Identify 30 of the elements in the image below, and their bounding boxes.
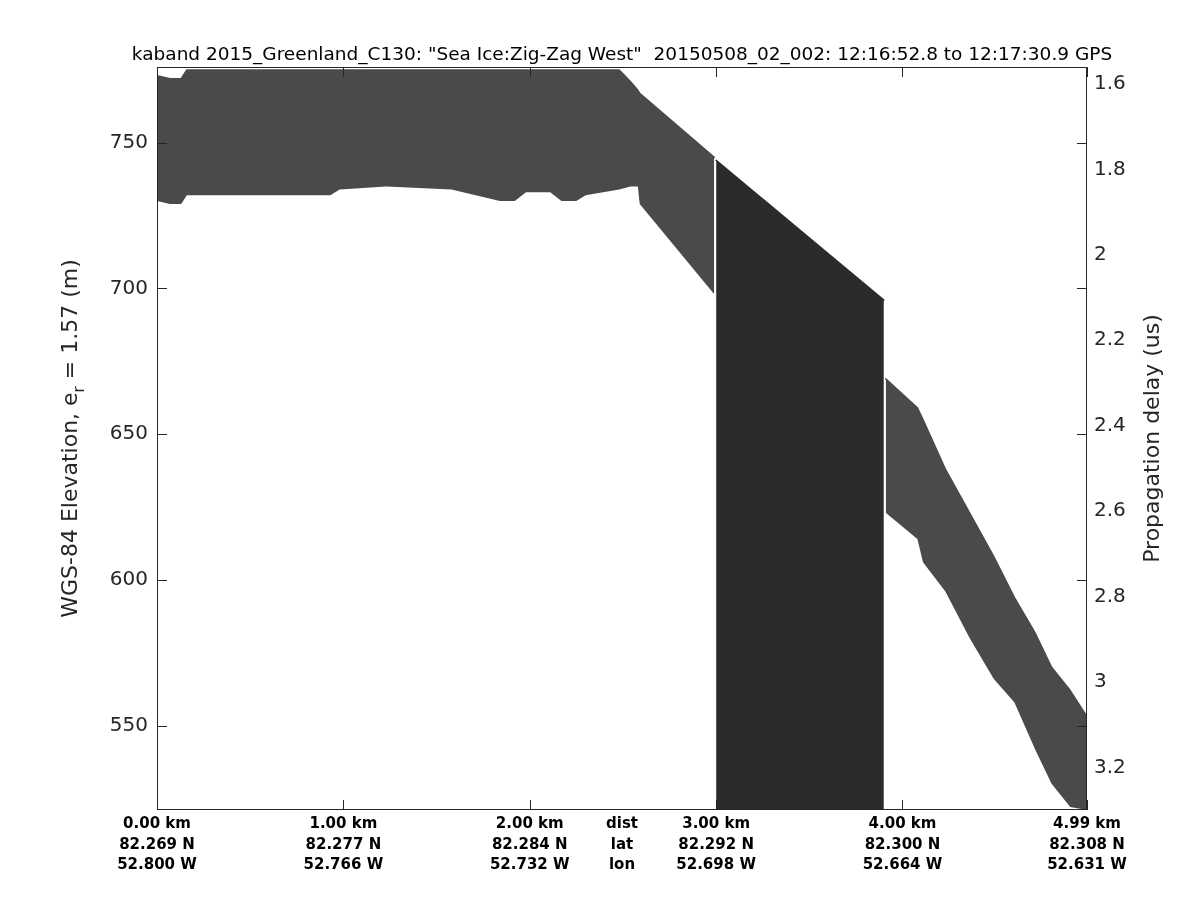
x-tick-label: 4.99 km bbox=[1053, 814, 1121, 833]
y2-tick-label: 3 bbox=[1094, 668, 1107, 693]
y2-tick-label: 3.2 bbox=[1094, 753, 1126, 778]
text: 82.284 N 52.732 W bbox=[489, 834, 571, 874]
y2-tick-label: 1.6 bbox=[1094, 70, 1126, 95]
x-tick-label: 2.00 km bbox=[495, 814, 564, 833]
y-tick-label: 550 bbox=[109, 711, 148, 736]
x-tick-label: 4.00 km bbox=[868, 814, 937, 833]
y2-tick-label: 2.6 bbox=[1094, 497, 1126, 522]
y-tick-label: 650 bbox=[109, 420, 148, 445]
text: 82.292 N 52.698 W bbox=[676, 834, 757, 874]
y-tick-label: 700 bbox=[109, 274, 148, 299]
y2-axis-title: Propagation delay (us) bbox=[1138, 314, 1164, 563]
text: 82.308 N 52.631 W bbox=[1047, 834, 1128, 874]
y2-tick-label: 2 bbox=[1094, 241, 1107, 266]
y2-tick-label: 2.2 bbox=[1094, 326, 1126, 351]
x-tick-label: 1.00 km bbox=[309, 814, 378, 833]
text: 82.300 N 52.664 W bbox=[862, 834, 943, 874]
y2-tick-label: 2.4 bbox=[1094, 411, 1126, 436]
text: 82.277 N 52.766 W bbox=[303, 834, 384, 874]
x-tick-label: 3.00 km bbox=[682, 814, 751, 833]
y2-tick-label: 1.8 bbox=[1094, 155, 1126, 180]
text: dist lat lon bbox=[606, 814, 638, 874]
y-tick-label: 600 bbox=[109, 566, 148, 591]
chart-title: kaband 2015_Greenland_C130: "Sea Ice:Zig-Zag West" 20150508_02_002: 12:16:52.8 to 12:17:30.9 GPS bbox=[131, 42, 1113, 65]
x-tick-label: 0.00 km bbox=[123, 814, 191, 833]
y-tick-label: 750 bbox=[109, 128, 148, 153]
text: 82.269 N 52.800 W bbox=[117, 834, 198, 874]
y2-tick-label: 2.8 bbox=[1094, 582, 1126, 607]
y-axis-title: WGS-84 Elevation, er = 1.57 (m) bbox=[56, 259, 88, 618]
